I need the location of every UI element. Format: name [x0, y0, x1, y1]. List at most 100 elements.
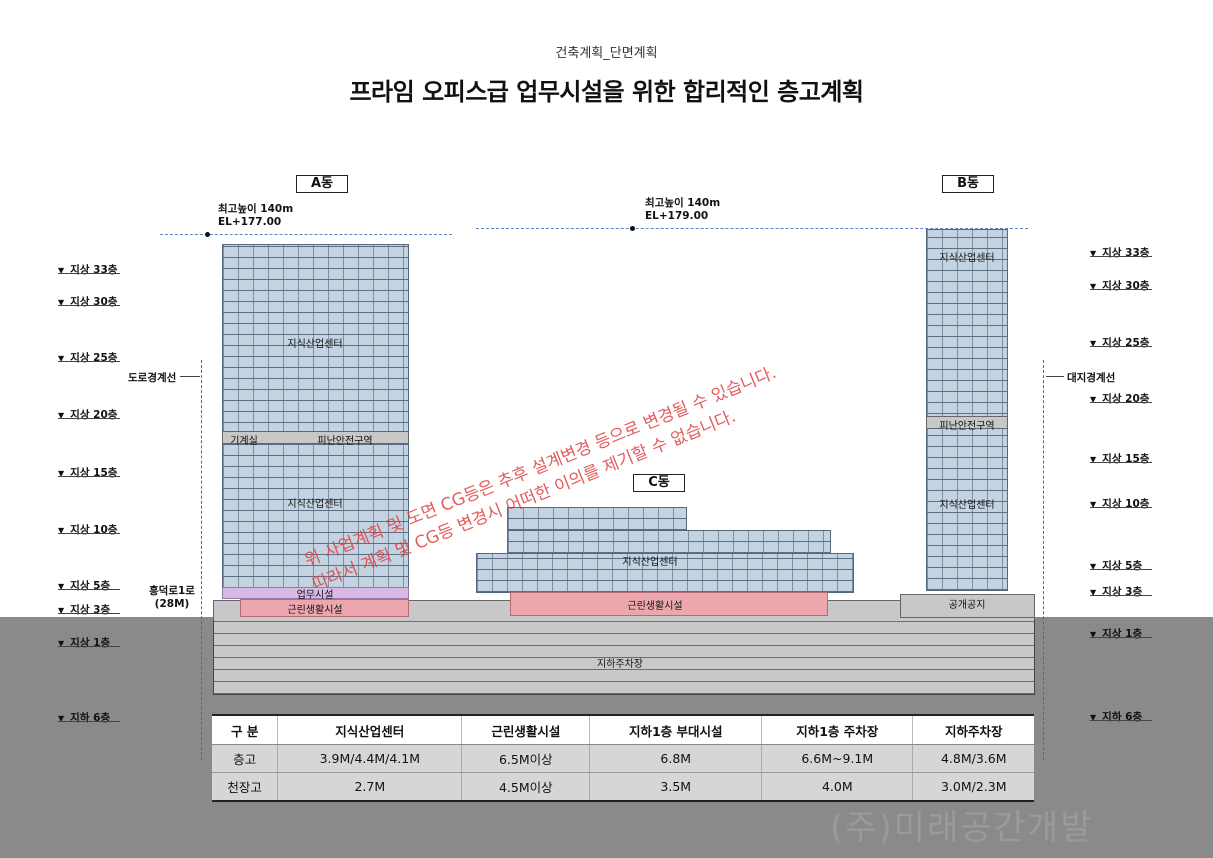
- c-main-label: 지식산업센터: [622, 557, 678, 568]
- left-level-marker: ▼ 지상 20층: [58, 403, 120, 422]
- parking-label: 지하주차장: [597, 659, 643, 670]
- right-level-marker: ▼ 지상 30층: [1090, 274, 1152, 293]
- level-label: 지상 33층: [1102, 247, 1150, 259]
- building-b-tower: [926, 229, 1008, 591]
- table-cell: 층고: [212, 744, 278, 773]
- building-b-tag: B동: [942, 175, 994, 193]
- level-label: 지상 30층: [70, 296, 118, 308]
- level-label: 지상 1층: [70, 637, 111, 649]
- level-label: 지상 3층: [1102, 586, 1143, 598]
- level-arrow-icon: ▼: [1090, 500, 1097, 509]
- level-label: 지상 25층: [1102, 337, 1150, 349]
- a-max-height-line: [160, 234, 452, 235]
- level-arrow-icon: ▼: [58, 582, 65, 591]
- table-cell: 6.5M이상: [461, 744, 590, 773]
- road-boundary-line: [201, 360, 202, 760]
- table-header: 지하1층 주차장: [761, 714, 913, 745]
- table-header: 지하주차장: [912, 714, 1034, 745]
- right-level-marker: ▼ 지상 5층: [1090, 554, 1152, 573]
- a-height-note: 최고높이 140m EL+177.00: [218, 203, 294, 228]
- right-level-marker: ▼ 지상 33층: [1090, 241, 1152, 260]
- a-refuge-label: 피난안전구역: [317, 436, 373, 447]
- road-boundary-leader: [180, 376, 200, 377]
- level-arrow-icon: ▼: [58, 298, 65, 307]
- table-header: 구 분: [212, 714, 278, 745]
- right-level-marker: ▼ 지상 20층: [1090, 387, 1152, 406]
- level-label: 지상 10층: [70, 524, 118, 536]
- right-level-marker: ▼ 지상 25층: [1090, 331, 1152, 350]
- a-retail-label: 근린생활시설: [287, 605, 343, 616]
- level-arrow-icon: ▼: [1090, 630, 1097, 639]
- level-label: 지상 20층: [1102, 393, 1150, 405]
- level-arrow-icon: ▼: [1090, 588, 1097, 597]
- table-cell: 천장고: [212, 772, 278, 802]
- table-header-row: 구 분 지식산업센터 근린생활시설 지하1층 부대시설 지하1층 주차장 지하주…: [212, 714, 1034, 745]
- b-height-marker: [630, 226, 635, 231]
- table-row: 층고 3.9M/4.4M/4.1M 6.5M이상 6.8M 6.6M~9.1M …: [212, 744, 1034, 773]
- right-level-marker: ▼ 지상 1층: [1090, 622, 1152, 641]
- building-a-refuge-floor: [222, 431, 409, 444]
- level-arrow-icon: ▼: [1090, 713, 1097, 722]
- b-plaza: [900, 594, 1035, 618]
- a-upper-label: 지식산업센터: [287, 339, 343, 350]
- level-arrow-icon: ▼: [58, 354, 65, 363]
- table-header: 근린생활시설: [461, 714, 590, 745]
- level-arrow-icon: ▼: [1090, 249, 1097, 258]
- site-boundary-label: 대지경계선: [1067, 372, 1116, 384]
- table-cell: 4.0M: [761, 772, 913, 802]
- level-label: 지상 5층: [70, 580, 111, 592]
- building-c-retail: [510, 592, 828, 616]
- right-level-marker: ▼ 지상 15층: [1090, 447, 1152, 466]
- a-middle-label: 지식산업센터: [287, 499, 343, 510]
- left-level-marker: ▼ 지상 15층: [58, 461, 120, 480]
- level-arrow-icon: ▼: [58, 606, 65, 615]
- a-business-label: 업무시설: [296, 590, 334, 601]
- table-row: 천장고 2.7M 4.5M이상 3.5M 4.0M 3.0M/2.3M: [212, 772, 1034, 802]
- level-label: 지상 20층: [70, 409, 118, 421]
- table-cell: 4.8M/3.6M: [912, 744, 1034, 773]
- level-arrow-icon: ▼: [1090, 282, 1097, 291]
- level-label: 지상 15층: [1102, 453, 1150, 465]
- left-level-marker: ▼ 지상 25층: [58, 346, 120, 365]
- b-open-space-label: 공개공지: [948, 600, 986, 611]
- road-label: 흥덕로1로 (28M): [149, 585, 195, 610]
- level-arrow-icon: ▼: [1090, 562, 1097, 571]
- b-refuge-label: 피난안전구역: [939, 421, 995, 432]
- level-label: 지상 15층: [70, 467, 118, 479]
- b-lower-label: 지식산업센터: [939, 500, 995, 511]
- level-label: 지상 33층: [70, 264, 118, 276]
- building-c-upper: [507, 530, 831, 554]
- building-b-refuge-floor: [926, 416, 1008, 429]
- left-level-marker: ▼ 지상 5층: [58, 574, 120, 593]
- table-cell: 3.5M: [589, 772, 762, 802]
- road-boundary-label: 도로경계선: [128, 372, 177, 384]
- building-c-tag: C동: [633, 474, 685, 492]
- table-cell: 3.9M/4.4M/4.1M: [277, 744, 462, 773]
- building-a-tag: A동: [296, 175, 348, 193]
- table-header: 지식산업센터: [277, 714, 462, 745]
- table-cell: 6.6M~9.1M: [761, 744, 913, 773]
- table-header: 지하1층 부대시설: [589, 714, 762, 745]
- level-arrow-icon: ▼: [58, 714, 65, 723]
- right-level-marker: ▼ 지상 10층: [1090, 492, 1152, 511]
- b-max-height-line: [476, 228, 1028, 229]
- page-title: 프라임 오피스급 업무시설을 위한 합리적인 층고계획: [349, 78, 864, 106]
- table-cell: 6.8M: [589, 744, 762, 773]
- building-c-top: [507, 507, 687, 531]
- level-label: 지상 3층: [70, 604, 111, 616]
- left-level-marker: ▼ 지상 33층: [58, 258, 120, 277]
- level-arrow-icon: ▼: [1090, 395, 1097, 404]
- level-label: 지상 10층: [1102, 498, 1150, 510]
- level-arrow-icon: ▼: [1090, 339, 1097, 348]
- level-label: 지상 1층: [1102, 628, 1143, 640]
- level-label: 지하 6층: [70, 712, 111, 724]
- left-level-marker: ▼ 지하 6층: [58, 706, 120, 725]
- site-boundary-leader: [1046, 376, 1064, 377]
- table-cell: 3.0M/2.3M: [912, 772, 1034, 802]
- level-arrow-icon: ▼: [58, 639, 65, 648]
- table-cell: 2.7M: [277, 772, 462, 802]
- building-c-lower: [476, 553, 854, 593]
- building-a-retail: [240, 599, 409, 617]
- underground-parking: [213, 617, 1035, 695]
- floor-height-table: 구 분 지식산업센터 근린생활시설 지하1층 부대시설 지하1층 주차장 지하주…: [212, 714, 1034, 802]
